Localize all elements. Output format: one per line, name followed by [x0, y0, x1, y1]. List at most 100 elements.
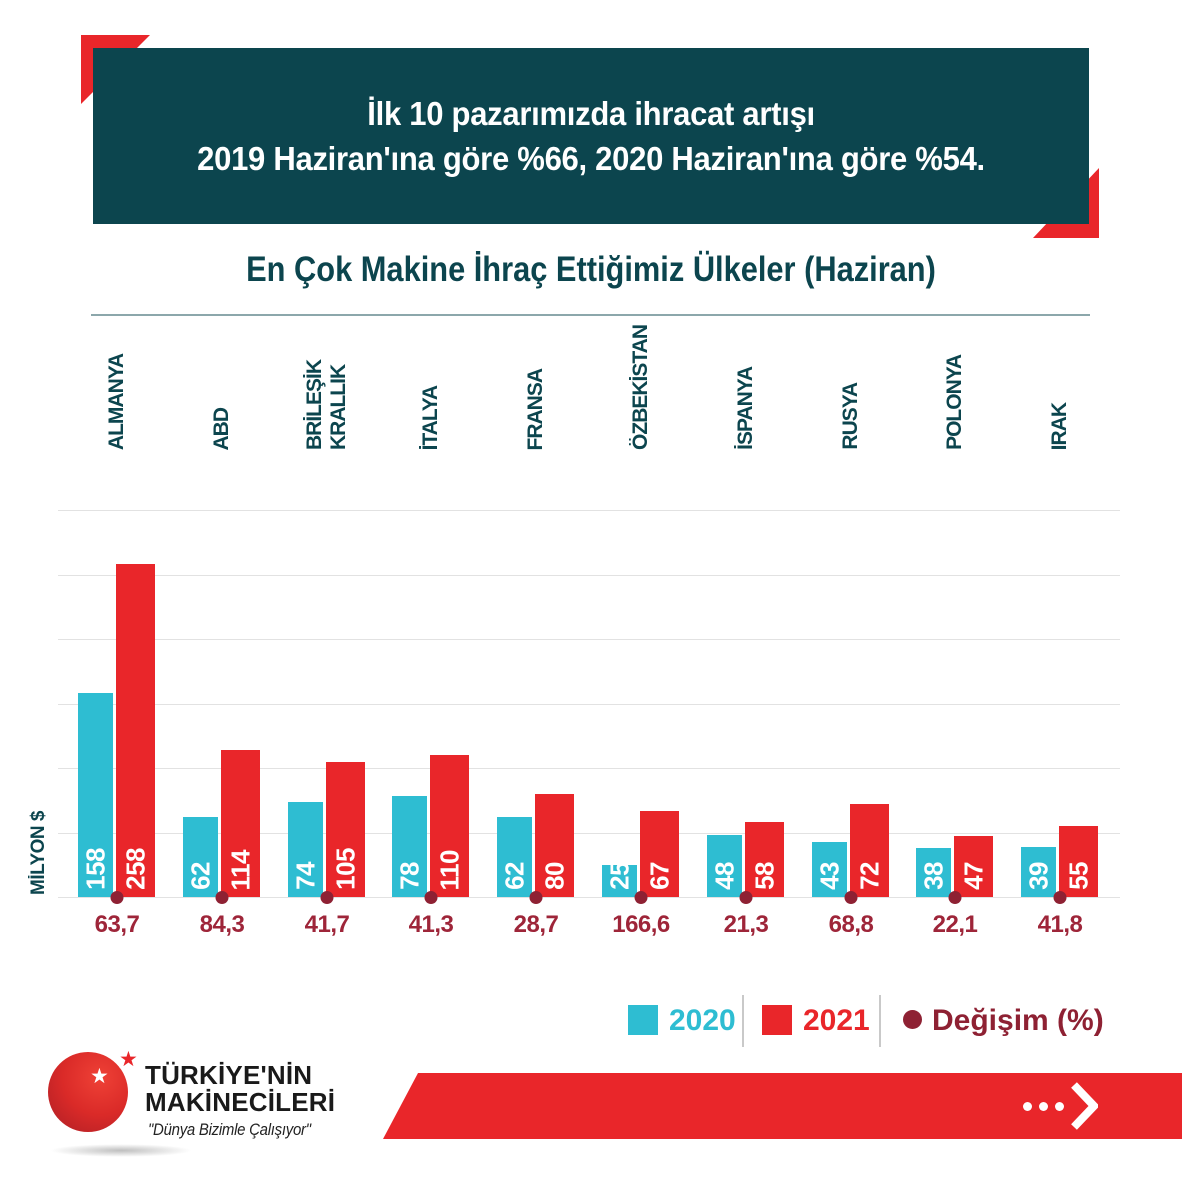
legend-swatch-2020	[628, 1005, 658, 1035]
bar-group: 38 47 22,1	[903, 510, 1007, 938]
chevron-right-icon	[1071, 1082, 1098, 1130]
category-column: RUSYA	[791, 310, 911, 450]
headline-banner: İlk 10 pazarımızda ihracat artışı 2019 H…	[93, 48, 1089, 224]
bar-group: 158 258 63,7	[65, 510, 169, 938]
bar-2021: 47	[954, 836, 993, 897]
gridline	[58, 510, 1120, 511]
category-label: FRANSA	[524, 368, 547, 451]
bar-2020: 39	[1021, 846, 1056, 897]
category-label: ÖZBEKİSTAN	[629, 325, 652, 450]
bar-value-2020: 74	[290, 862, 320, 890]
bar-2020: 158	[78, 693, 113, 897]
headline-line-1: İlk 10 pazarımızda ihracat artışı	[367, 95, 815, 132]
change-percent-value: 68,8	[828, 911, 874, 938]
category-column: İSPANYA	[686, 310, 806, 450]
bar-value-2020: 62	[499, 862, 529, 890]
gridline	[58, 703, 1120, 705]
bar-2020: 38	[916, 847, 951, 897]
bar-value-2020: 43	[814, 862, 844, 890]
bar-value-2021: 72	[854, 862, 884, 890]
gridline	[58, 574, 1120, 576]
bar-group: 74 105 41,7	[275, 510, 379, 938]
bar-value-2021: 67	[644, 862, 674, 890]
y-axis-label: MİLYON $	[28, 811, 49, 895]
change-marker	[215, 891, 229, 904]
bar-value-2021: 55	[1063, 862, 1093, 890]
change-marker	[110, 891, 124, 904]
category-label: POLONYA	[943, 355, 966, 450]
gridline	[58, 832, 1120, 834]
gridline	[58, 897, 1120, 898]
change-percent-value: 21,3	[723, 911, 769, 938]
title-divider	[91, 314, 1090, 316]
category-label: İTALYA	[419, 385, 442, 450]
change-marker	[529, 891, 543, 904]
change-percent-value: 84,3	[199, 911, 245, 938]
category-label-band: ALMANYA ABD BRİLEŞİK KRALLIK İTALYA FRANSA ÖZB…	[0, 310, 1182, 450]
brand-line-1: TÜRKİYE'NİN	[145, 1060, 313, 1090]
bar-value-2020: 25	[604, 862, 634, 890]
gridline	[58, 768, 1120, 769]
category-column: ÖZBEKİSTAN	[581, 310, 701, 450]
bar-value-2020: 78	[394, 862, 424, 890]
change-percent-value: 41,3	[408, 911, 454, 938]
chart-title: En Çok Makine İhraç Ettiğimiz Ülkeler (H…	[246, 250, 936, 289]
change-percent-value: 28,7	[513, 911, 559, 938]
category-column: IRAK	[1000, 310, 1120, 450]
bar-group: 48 58 21,3	[694, 510, 798, 938]
bar-2020: 74	[288, 801, 323, 897]
bar-value-2021: 258	[120, 848, 150, 890]
bar-group: 62 80 28,7	[484, 510, 588, 938]
forward-arrow-icon	[1023, 1082, 1098, 1130]
legend-label-2020: 2020	[669, 1004, 736, 1037]
brand-name: TÜRKİYE'NİN MAKİNECİLERİ	[145, 1062, 335, 1116]
bar-2021: 80	[535, 793, 574, 897]
bar-group: 62 114 84,3	[170, 510, 274, 938]
legend-label-change: Değişim (%)	[932, 1004, 1104, 1037]
legend-divider	[742, 995, 744, 1047]
bar-2021: 110	[430, 755, 469, 897]
legend-label-2021: 2021	[803, 1004, 870, 1037]
category-label: RUSYA	[839, 383, 862, 450]
bar-value-2020: 48	[709, 862, 739, 890]
category-label: BRİLEŞİK KRALLIK	[303, 359, 350, 450]
bar-value-2020: 38	[918, 862, 948, 890]
bar-value-2021: 105	[330, 848, 360, 890]
bar-value-2020: 39	[1023, 862, 1053, 890]
change-marker	[424, 891, 438, 904]
footer-ribbon	[383, 1073, 1182, 1139]
bar-2020: 78	[392, 796, 427, 897]
arrow-dot-icon	[1039, 1101, 1048, 1111]
change-marker	[739, 891, 753, 904]
brand-logo-circle	[48, 1052, 128, 1132]
star-badge-icon: ★	[119, 1048, 138, 1071]
category-column: POLONYA	[895, 310, 1015, 450]
plot-area: MİLYON $ 158 258 63,7 62 114 84,3 74 105 41,7 78 1…	[0, 510, 1182, 938]
bar-value-2021: 80	[539, 862, 569, 890]
change-percent-value: 166,6	[612, 911, 670, 938]
bar-2020: 25	[602, 862, 637, 897]
bar-2020: 62	[497, 817, 532, 897]
change-marker	[948, 891, 962, 904]
bar-2021: 105	[326, 761, 365, 897]
category-column: ALMANYA	[57, 310, 177, 450]
bar-2020: 48	[707, 835, 742, 897]
bar-2021: 72	[850, 804, 889, 897]
bar-2020: 43	[812, 841, 847, 897]
category-label: ALMANYA	[105, 353, 128, 450]
change-percent-value: 41,8	[1037, 911, 1083, 938]
legend-change-dot-icon	[903, 1010, 922, 1029]
star-halo-icon: ★	[113, 1040, 141, 1075]
bar-2021: 58	[745, 822, 784, 897]
bar-2021: 258	[116, 564, 155, 897]
bar-group: 39 55 41,8	[1008, 510, 1112, 938]
category-column: İTALYA	[371, 310, 491, 450]
bar-group: 25 67 166,6	[589, 510, 693, 938]
star-icon: ★	[90, 1065, 109, 1088]
brand-line-2: MAKİNECİLERİ	[145, 1087, 336, 1117]
arrow-dot-icon	[1055, 1101, 1064, 1111]
category-label: İSPANYA	[734, 367, 757, 450]
change-marker	[634, 891, 648, 904]
bar-value-2021: 58	[749, 862, 779, 890]
change-percent-value: 41,7	[304, 911, 350, 938]
